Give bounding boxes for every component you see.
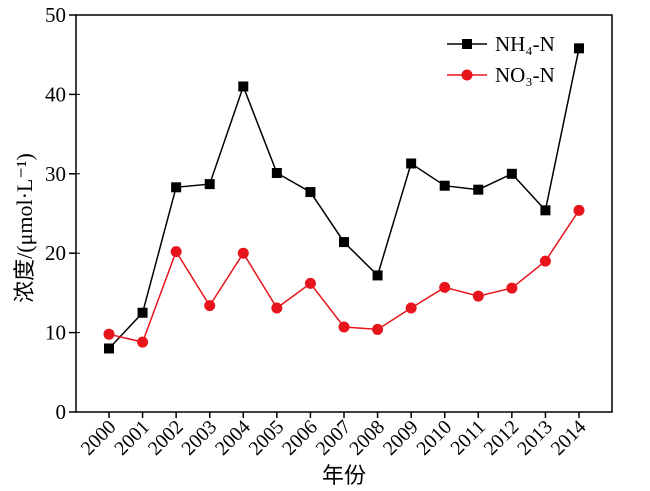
y-tick-label: 0 — [56, 400, 67, 424]
data-point — [104, 343, 114, 354]
x-axis-title: 年份 — [322, 463, 366, 488]
axes-layer: 0102030405020002001200220032004200520062… — [45, 3, 591, 460]
x-tick-label: 2013 — [513, 416, 557, 460]
x-tick-label: 2001 — [110, 416, 154, 460]
data-point — [204, 179, 215, 190]
data-point — [473, 184, 484, 195]
data-point — [506, 282, 518, 294]
data-point — [372, 270, 383, 281]
x-tick-label: 2011 — [446, 416, 489, 459]
data-point — [539, 255, 551, 267]
legend-marker — [462, 39, 472, 49]
legend-label: NO₃-N — [495, 63, 555, 87]
data-point — [372, 323, 384, 335]
x-tick-label: 2014 — [547, 416, 591, 460]
legend: NH₄-N NO₃-N — [447, 32, 555, 87]
x-tick-label: 2005 — [245, 416, 289, 460]
data-point — [137, 307, 148, 318]
series-2 — [103, 204, 585, 348]
series-layer — [103, 43, 585, 354]
x-tick-label: 2008 — [345, 416, 389, 460]
x-tick-label: 2007 — [312, 416, 356, 460]
y-tick-label: 30 — [45, 162, 66, 186]
data-point — [405, 302, 417, 314]
data-point — [238, 81, 249, 92]
data-point — [573, 204, 585, 216]
data-point — [506, 168, 517, 179]
data-point — [170, 246, 182, 258]
x-tick-label: 2004 — [211, 416, 255, 460]
data-point — [271, 168, 282, 179]
legend-marker — [461, 69, 473, 81]
data-point — [137, 336, 149, 348]
data-point — [574, 43, 584, 54]
y-tick-label: 40 — [45, 82, 66, 106]
data-point — [271, 302, 283, 314]
data-point — [237, 247, 249, 259]
legend-item: NO₃-N — [447, 63, 555, 87]
y-axis-title: 浓度/(μmol·L⁻¹) — [12, 153, 37, 303]
data-point — [472, 290, 484, 302]
x-tick-label: 2002 — [144, 416, 188, 460]
data-point — [304, 277, 316, 289]
series-1 — [104, 43, 584, 354]
legend-item: NH₄-N — [447, 32, 555, 56]
data-point — [204, 300, 216, 312]
data-point — [338, 321, 350, 333]
series-line — [108, 48, 580, 350]
x-tick-label: 2010 — [412, 416, 456, 460]
x-tick-label: 2009 — [379, 416, 423, 460]
y-tick-label: 20 — [45, 241, 66, 265]
data-point — [439, 180, 450, 191]
data-point — [103, 328, 115, 340]
y-tick-label: 10 — [45, 321, 66, 345]
data-point — [305, 187, 316, 198]
x-tick-label: 2003 — [177, 416, 221, 460]
x-tick-label: 2012 — [480, 416, 524, 460]
data-point — [171, 182, 182, 193]
legend-label: NH₄-N — [495, 32, 555, 56]
data-point — [540, 205, 551, 216]
y-tick-label: 50 — [45, 3, 66, 27]
data-point — [439, 281, 451, 293]
x-tick-label: 2000 — [77, 416, 121, 460]
data-point — [339, 237, 349, 248]
x-tick-label: 2006 — [278, 416, 322, 460]
data-point — [406, 158, 417, 169]
